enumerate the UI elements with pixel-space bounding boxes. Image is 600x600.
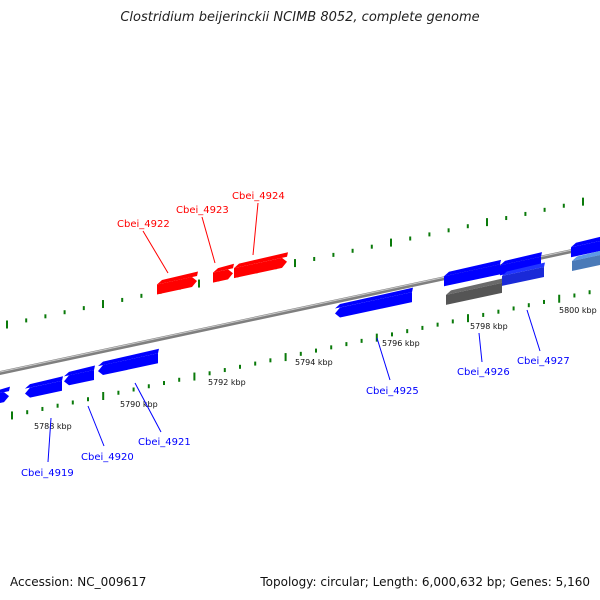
label-leader-line [478, 332, 483, 363]
genome-summary-text: Topology: circular; Length: 6,000,632 bp… [260, 575, 590, 589]
gene-front-face [64, 369, 94, 386]
gene-top-face [64, 365, 95, 377]
gene-front-face [0, 392, 9, 403]
gene-top-face [446, 278, 503, 295]
gene-front-face [571, 241, 600, 258]
gene-front-face [213, 269, 233, 283]
gene-top-face [335, 287, 413, 309]
gene-front-face [446, 282, 502, 305]
accession-text: Accession: NC_009617 [10, 575, 147, 589]
gene-top-face [234, 252, 288, 269]
gene-top-face [500, 252, 542, 266]
label-leader-line [201, 216, 216, 264]
label-leader-line [134, 382, 162, 433]
gene-label[interactable]: Cbei_4927 [517, 356, 570, 367]
gene-label[interactable]: Cbei_4923 [176, 205, 229, 216]
label-leader-line [376, 337, 391, 381]
label-leader-line [252, 202, 259, 256]
gene-features [0, 235, 600, 404]
ruler-label: 5798 kbp [470, 322, 508, 331]
gene-label[interactable]: Cbei_4924 [232, 191, 285, 202]
gene-cbei-4928-b[interactable] [572, 249, 600, 271]
gene-label[interactable]: Cbei_4926 [457, 367, 510, 378]
gene-label[interactable]: Cbei_4920 [81, 452, 134, 463]
gene-top-face [98, 348, 159, 367]
gene-cbei-4921[interactable] [98, 348, 159, 376]
gene-front-face [444, 264, 500, 287]
label-leader-line [87, 405, 105, 447]
label-leader-line [142, 230, 169, 274]
gene-label[interactable]: Cbei_4919 [21, 468, 74, 479]
ruler-labels: 5788 kbp 5790 kbp 5792 kbp 5794 kbp 5796 kbp… [34, 306, 597, 431]
gene-top-face [444, 259, 501, 277]
gene-front-face [234, 257, 287, 279]
label-leader-line [47, 417, 52, 463]
gene-cbei-4923[interactable] [213, 263, 234, 283]
gene-cbei-4920[interactable] [64, 365, 95, 386]
gene-top-face [157, 271, 198, 285]
ruler-label: 5794 kbp [295, 358, 333, 367]
gene-front-face [572, 255, 600, 271]
gene-pseudo-1[interactable] [446, 278, 503, 305]
gene-label[interactable]: Cbei_4925 [366, 386, 419, 397]
ruler-label: 5796 kbp [382, 339, 420, 348]
gene-label[interactable]: Cbei_4922 [117, 219, 170, 230]
gene-cbei-4919[interactable] [25, 376, 63, 398]
gene-top-face [572, 250, 600, 261]
gene-cbei-4927-b[interactable] [502, 262, 545, 286]
gene-front-face [157, 277, 197, 295]
gene-top-face [213, 263, 234, 273]
gene-cbei-4922[interactable] [157, 271, 198, 295]
gene-cbei-4924[interactable] [234, 252, 288, 279]
gene-top-face [25, 376, 63, 389]
gene-top-face [571, 236, 600, 248]
gene-label[interactable]: Cbei_4921 [138, 437, 191, 448]
gene-cbei-4918[interactable] [0, 386, 10, 404]
ruler-label: 5800 kbp [559, 306, 597, 315]
gene-cbei-4926[interactable] [444, 259, 501, 287]
ruler-label: 5790 kbp [120, 400, 158, 409]
map-title: Clostridium beijerinckii NCIMB 8052, com… [120, 10, 480, 25]
gene-top-face [502, 262, 545, 276]
gene-front-face [502, 266, 544, 286]
gene-front-face [335, 292, 412, 318]
ruler-label: 5792 kbp [208, 378, 246, 387]
gene-cbei-4928[interactable] [571, 235, 600, 258]
gene-front-face [98, 353, 158, 376]
gene-cbei-4925[interactable] [335, 287, 413, 318]
label-leader-line [526, 309, 541, 352]
gene-labels: Cbei_4919 Cbei_4920 Cbei_4921 Cbei_4922 Cbei… [21, 191, 570, 479]
gene-top-face [0, 386, 10, 393]
ruler-label: 5788 kbp [34, 422, 72, 431]
gene-front-face [25, 380, 62, 398]
